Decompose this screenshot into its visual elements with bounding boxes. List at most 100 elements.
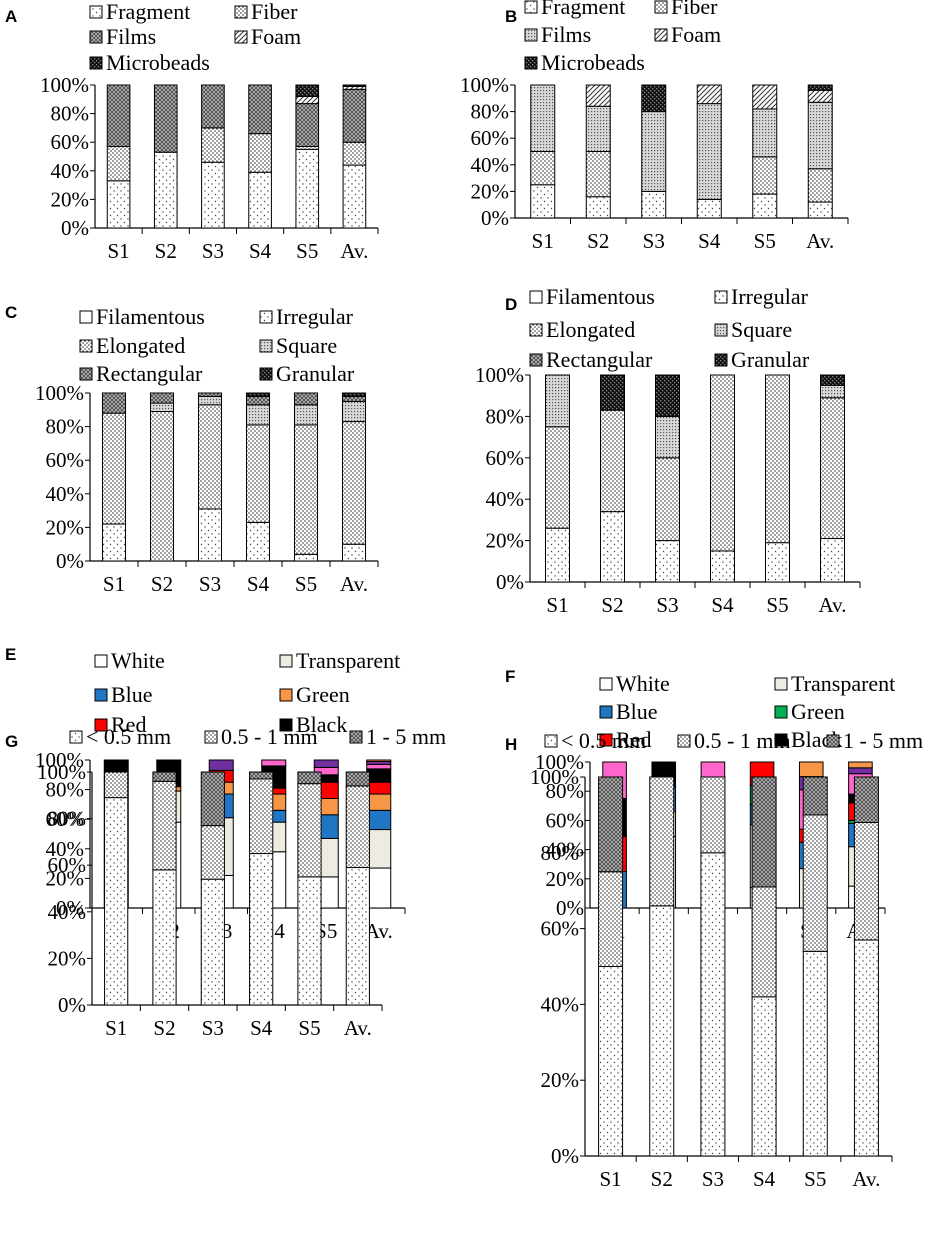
legend-label: 0.5 - 1 mm xyxy=(221,724,318,749)
bar-segment-fiber xyxy=(342,141,367,166)
bar-segment-0-5-1-mm xyxy=(200,825,225,880)
legend-swatch xyxy=(279,718,293,732)
bar-segment-films xyxy=(696,103,722,200)
legend-label: Fiber xyxy=(671,0,718,19)
legend-swatch xyxy=(349,730,363,744)
legend-swatch xyxy=(677,734,691,748)
legend-swatch xyxy=(544,734,558,748)
bar-segment-0-5-1-mm xyxy=(700,776,726,854)
bar-segment-films xyxy=(201,84,225,129)
bar-segment-elongated xyxy=(655,457,680,542)
panel-letter-H: H xyxy=(505,735,517,754)
x-tick-label: S4 xyxy=(753,1167,776,1191)
legend-swatch xyxy=(654,28,668,42)
y-tick-label: 100% xyxy=(535,750,584,774)
legend-label: Square xyxy=(731,317,792,342)
bar-segment-other xyxy=(313,759,339,768)
bar-segment-fragment xyxy=(585,196,611,219)
legend-label: Elongated xyxy=(96,333,185,358)
bar-segment-fragment xyxy=(153,151,178,229)
bar-segment-elongated xyxy=(149,410,175,562)
bar-segment-foam xyxy=(696,84,722,105)
x-tick-label: S2 xyxy=(155,239,177,263)
y-tick-label: 0% xyxy=(56,549,84,573)
panel-letter-F: F xyxy=(505,667,515,686)
y-tick-label: 40% xyxy=(51,159,90,183)
y-tick-label: 0% xyxy=(556,896,584,920)
legend-swatch xyxy=(69,730,83,744)
legend-swatch xyxy=(714,323,728,337)
legend-label: Fragment xyxy=(106,0,190,24)
x-tick-label: S5 xyxy=(298,1016,320,1040)
x-tick-label: S1 xyxy=(532,229,554,253)
y-tick-label: 80% xyxy=(471,100,510,124)
legend-label: 0.5 - 1 mm xyxy=(694,728,791,753)
bar-segment-films xyxy=(641,111,667,192)
legend-label: Green xyxy=(296,682,350,707)
bar-segment-fiber xyxy=(807,168,833,203)
bar-segment--0-5-mm xyxy=(345,867,370,1006)
bar-segment-films xyxy=(530,84,556,152)
x-tick-label: Av. xyxy=(852,1167,880,1191)
bar-segment-elongated xyxy=(101,412,127,525)
legend-swatch xyxy=(524,28,538,42)
bar-segment-irregular xyxy=(245,521,271,562)
y-tick-label: 80% xyxy=(46,778,85,802)
bar-segment-films xyxy=(295,103,320,147)
bar-segment-irregular xyxy=(101,523,127,562)
y-tick-label: 100% xyxy=(460,73,509,97)
bar-segment-elongated xyxy=(245,424,271,523)
legend-label: Fiber xyxy=(251,0,298,24)
legend-label: Rectangular xyxy=(546,347,653,372)
x-tick-label: S3 xyxy=(702,1167,724,1191)
x-tick-label: Av. xyxy=(340,572,368,596)
legend-label: < 0.5 mm xyxy=(86,724,171,749)
legend-label: Red xyxy=(616,727,651,752)
panel-letter-E: E xyxy=(5,645,16,664)
legend-label: White xyxy=(616,671,670,696)
y-tick-label: 0% xyxy=(496,570,524,594)
bar-segment-fragment xyxy=(696,198,722,219)
bar-segment-elongated xyxy=(293,424,319,555)
bar-segment-irregular xyxy=(341,543,367,562)
bar-segment-1-5-mm xyxy=(802,776,828,816)
y-tick-label: 20% xyxy=(486,529,525,553)
panel-C: C Filamentous Irregular Elongated Square Rect… xyxy=(5,303,379,596)
bar-segment-square xyxy=(197,395,223,406)
legend-swatch xyxy=(826,734,840,748)
x-tick-label: S5 xyxy=(766,593,788,617)
y-tick-label: 80% xyxy=(486,404,525,428)
bar-segment-films xyxy=(153,84,178,153)
y-tick-label: 40% xyxy=(486,487,525,511)
bar-segment-0-5-1-mm xyxy=(104,771,129,799)
legend-swatch xyxy=(89,30,103,44)
y-tick-label: 100% xyxy=(40,73,89,97)
legend-label: < 0.5 mm xyxy=(561,728,646,753)
x-tick-label: S4 xyxy=(711,593,734,617)
panel-H: H < 0.5 mm 0.5 - 1 mm 1 - 5 mm 0% 20% 40% 60% 80… xyxy=(505,728,923,1191)
bar-segment-films xyxy=(585,105,611,152)
y-tick-label: 100% xyxy=(475,363,524,387)
x-tick-label: S1 xyxy=(105,1016,127,1040)
legend-swatch xyxy=(259,339,273,353)
x-tick-label: S3 xyxy=(199,572,221,596)
bar-segment--0-5-mm xyxy=(802,950,828,1157)
x-tick-label: S2 xyxy=(601,593,623,617)
bar-segment-fragment xyxy=(201,161,225,229)
y-tick-label: 0% xyxy=(58,993,86,1017)
y-tick-label: 20% xyxy=(541,1068,580,1092)
bar-segment-0-5-1-mm xyxy=(853,821,879,941)
bar-segment-other xyxy=(366,759,392,762)
legend-label: Granular xyxy=(276,361,355,386)
bar-segment-0-5-1-mm xyxy=(598,871,624,967)
y-tick-label: 20% xyxy=(46,866,85,890)
bar-segment-foam xyxy=(752,84,778,110)
x-tick-label: S3 xyxy=(202,1016,224,1040)
bar-segment-irregular xyxy=(293,553,319,562)
bar-segment-granular xyxy=(820,374,845,386)
bar-segment-other xyxy=(366,763,392,770)
bar-segment-transparent xyxy=(366,829,392,869)
legend-label: Films xyxy=(541,22,591,47)
legend-label: Rectangular xyxy=(96,361,203,386)
legend-label: Blue xyxy=(616,699,658,724)
